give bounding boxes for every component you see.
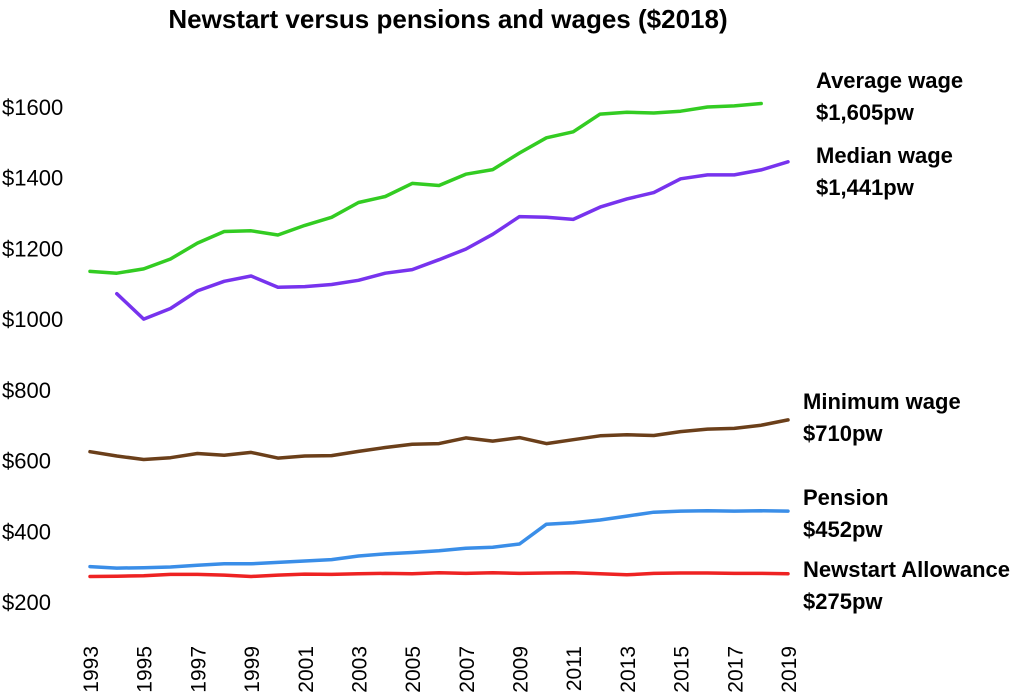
x-tick-label: 2013 xyxy=(617,646,640,693)
y-tick-label: $1400 xyxy=(2,166,63,191)
x-tick-label: 2019 xyxy=(778,646,801,693)
x-axis-ticks: 1993 1995 1997 1999 2001 2003 2005 2007 2009 2011… xyxy=(80,646,801,693)
y-tick-label: $800 xyxy=(2,378,51,403)
y-tick-label: $1000 xyxy=(2,307,63,332)
x-tick-label: 2017 xyxy=(724,646,747,693)
x-tick-label: 2003 xyxy=(348,646,371,693)
chart-title: Newstart versus pensions and wages ($201… xyxy=(168,4,727,34)
series-labels: Average wage $1,605pw Median wage $1,441pw M… xyxy=(803,68,1010,614)
y-tick-label: $1200 xyxy=(2,236,63,261)
y-tick-label: $400 xyxy=(2,519,51,544)
series-label-average: Average wage xyxy=(816,68,963,93)
series-lines xyxy=(88,101,790,579)
series-line-pension xyxy=(88,509,790,570)
series-value-pension: $452pw xyxy=(803,517,883,542)
series-line-newstart xyxy=(88,570,790,579)
series-line-average xyxy=(88,101,763,275)
series-line-median xyxy=(115,160,790,321)
x-tick-label: 2001 xyxy=(295,646,318,693)
y-tick-label: $200 xyxy=(2,590,51,615)
x-tick-label: 1995 xyxy=(134,646,157,693)
series-label-newstart: Newstart Allowance xyxy=(803,557,1010,582)
x-tick-label: 2007 xyxy=(456,646,479,693)
series-value-minimum: $710pw xyxy=(803,421,883,446)
x-tick-label: 2005 xyxy=(402,646,425,693)
x-tick-label: 2011 xyxy=(563,646,586,691)
x-tick-label: 1999 xyxy=(241,646,264,693)
x-tick-label: 1997 xyxy=(187,646,210,693)
series-label-pension: Pension xyxy=(803,485,889,510)
y-tick-label: $600 xyxy=(2,449,51,474)
series-value-median: $1,441pw xyxy=(816,175,915,200)
x-tick-label: 1993 xyxy=(80,646,103,693)
y-tick-label: $1600 xyxy=(2,95,63,120)
series-label-minimum: Minimum wage xyxy=(803,389,961,414)
series-value-newstart: $275pw xyxy=(803,589,883,614)
x-tick-label: 2015 xyxy=(671,646,694,693)
series-label-median: Median wage xyxy=(816,143,953,168)
series-value-average: $1,605pw xyxy=(816,100,915,125)
x-tick-label: 2009 xyxy=(510,646,533,693)
y-axis-ticks: $200 $400 $600 $800 $1000 $1200 $1400 $1600 xyxy=(2,95,63,615)
series-line-minimum xyxy=(88,418,790,462)
